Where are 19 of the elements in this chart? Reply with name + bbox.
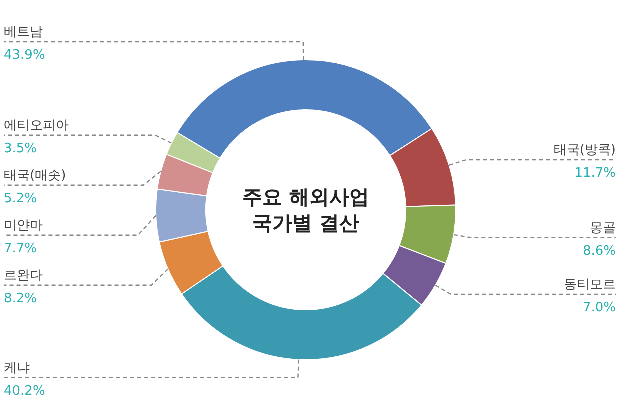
slice-label: 에티오피아 — [4, 118, 69, 134]
data-label: 8.2% — [4, 291, 38, 306]
slice-label: 태국(방콕) — [554, 143, 616, 158]
slice-label: 태국(매솟) — [4, 168, 66, 184]
slice-label: 르완다 — [4, 268, 43, 284]
slice-label: 동티모르 — [564, 278, 616, 293]
text: 주요 해외사업 국가별 결산 — [242, 185, 370, 235]
slice-label: 케냐 — [4, 360, 30, 376]
data-label: 7.7% — [4, 241, 38, 256]
slice-label: 미얀마 — [4, 218, 43, 234]
slice-label: 몽골 — [590, 220, 616, 236]
data-label: 11.7% — [574, 166, 616, 182]
data-label: 7.0% — [582, 300, 616, 316]
data-label: 3.5% — [4, 141, 38, 156]
data-label: 40.2% — [4, 384, 46, 399]
data-label: 43.9% — [4, 48, 46, 64]
data-label: 5.2% — [4, 191, 38, 206]
slice-label: 베트남 — [4, 25, 43, 40]
data-label: 8.6% — [582, 244, 616, 259]
